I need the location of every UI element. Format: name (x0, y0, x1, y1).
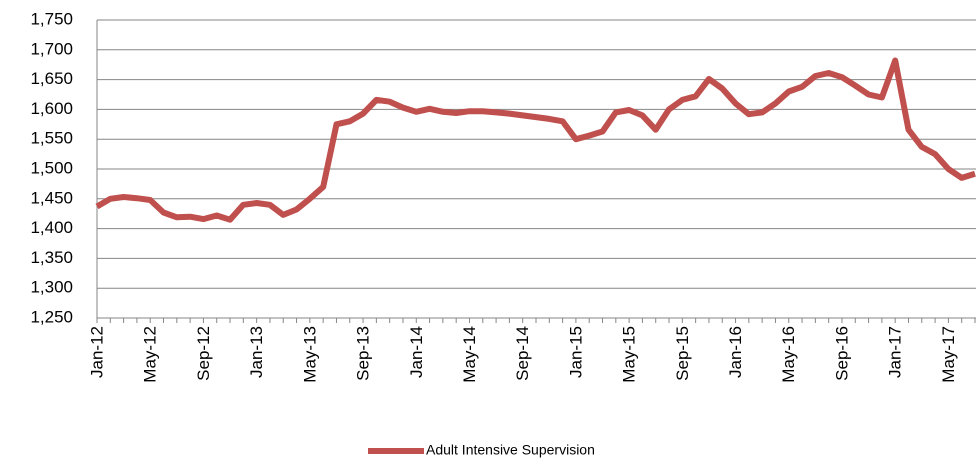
x-tick-label: Jan-12 (87, 326, 106, 378)
x-tick-label: May-14 (460, 326, 479, 383)
x-tick-label: Sep-13 (354, 326, 373, 381)
x-tick-label: Sep-12 (194, 326, 213, 381)
x-tick-label: May-12 (141, 326, 160, 383)
y-tick-label: 1,700 (30, 39, 73, 58)
y-tick-label: 1,600 (30, 99, 73, 118)
x-tick-label: Sep-14 (513, 326, 532, 381)
series-line (95, 57, 976, 223)
x-tick-label: Jan-17 (886, 326, 905, 378)
x-tick-label: May-17 (939, 326, 958, 383)
y-tick-label: 1,650 (30, 69, 73, 88)
x-tick-label: May-15 (620, 326, 639, 383)
x-tick-label: May-13 (300, 326, 319, 383)
y-tick-label: 1,750 (30, 9, 73, 28)
x-tick-label: May-16 (779, 326, 798, 383)
legend-label: Adult Intensive Supervision (426, 442, 595, 458)
y-tick-label: 1,450 (30, 188, 73, 207)
y-tick-label: 1,350 (30, 248, 73, 267)
x-tick-label: Jan-15 (566, 326, 585, 378)
x-tick-label: Jan-14 (407, 326, 426, 378)
y-tick-label: 1,500 (30, 158, 73, 177)
y-tick-label: 1,250 (30, 307, 73, 326)
x-tick-label: Jan-13 (247, 326, 266, 378)
y-tick-label: 1,550 (30, 129, 73, 148)
x-tick-label: Jan-16 (726, 326, 745, 378)
y-tick-label: 1,300 (30, 278, 73, 297)
y-tick-label: 1,400 (30, 218, 73, 237)
x-tick-label: Sep-16 (832, 326, 851, 381)
x-tick-label: Sep-15 (673, 326, 692, 381)
